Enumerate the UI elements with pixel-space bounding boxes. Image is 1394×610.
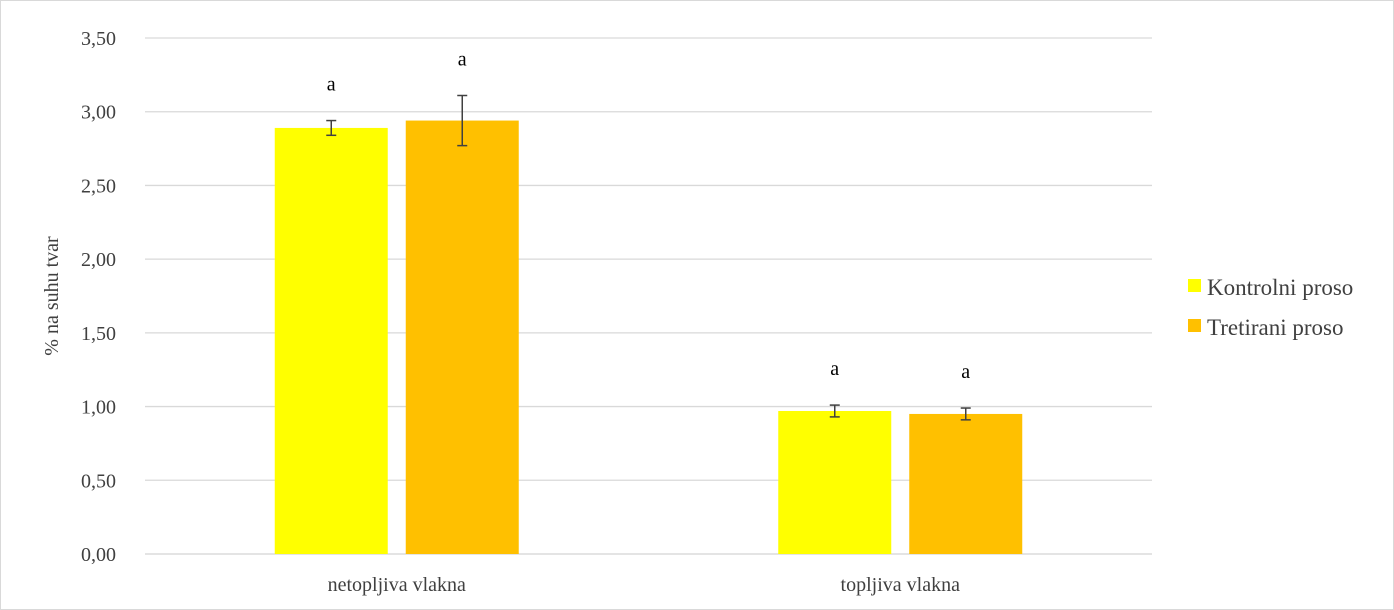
y-axis-ticks: 0,00 0,50 1,00 1,50 2,00 2,50 3,00 3,50 (81, 28, 116, 566)
x-category-label: netopljiva vlakna (328, 574, 466, 596)
legend-label: Kontrolni proso (1207, 275, 1353, 300)
significance-label: a (458, 48, 467, 70)
legend-swatch (1188, 279, 1201, 292)
significance-label: a (327, 74, 336, 96)
legend: Kontrolni proso Tretirani proso (1188, 275, 1353, 340)
x-category-label: topljiva vlakna (841, 574, 961, 596)
bar (274, 127, 388, 554)
bar (405, 120, 519, 554)
error-bars (326, 94, 971, 421)
bars (274, 120, 1023, 554)
y-tick-label: 3,00 (81, 102, 116, 124)
significance-label: a (830, 358, 839, 380)
bar (909, 413, 1023, 554)
legend-label: Tretirani proso (1207, 315, 1344, 340)
significance-label: a (961, 361, 970, 383)
x-axis-categories: netopljiva vlakna topljiva vlakna (328, 574, 960, 596)
y-tick-label: 3,50 (81, 28, 116, 50)
y-tick-label: 2,50 (81, 175, 116, 197)
y-tick-label: 1,00 (81, 397, 116, 419)
y-axis-label: % na suhu tvar (41, 236, 63, 356)
legend-swatch (1188, 319, 1201, 332)
y-tick-label: 1,50 (81, 323, 116, 345)
y-tick-label: 2,00 (81, 249, 116, 271)
y-tick-label: 0,50 (81, 470, 116, 492)
y-tick-label: 0,00 (81, 544, 116, 566)
bar (778, 410, 892, 554)
significance-labels: a a a a (327, 48, 971, 383)
